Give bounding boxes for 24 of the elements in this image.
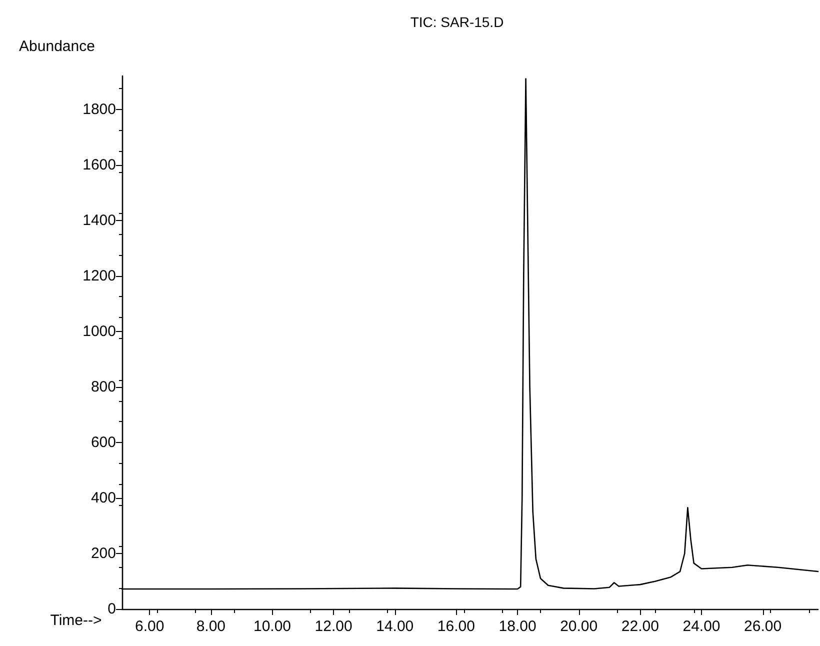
y-tick-label: 800 — [90, 378, 116, 396]
y-tick-label: 1600 — [82, 156, 116, 174]
x-tick-label: 18.00 — [498, 618, 536, 635]
x-axis-title: Time--> — [50, 612, 102, 629]
y-tick-label: 1000 — [82, 322, 116, 340]
x-tick-label: 24.00 — [682, 618, 720, 635]
x-tick-label: 14.00 — [376, 618, 414, 635]
x-tick-label: 12.00 — [314, 618, 352, 635]
chart-title: TIC: SAR-15.D — [410, 14, 504, 30]
y-tick-label: 200 — [90, 544, 116, 562]
y-tick-label: 400 — [90, 489, 116, 506]
y-tick-label: 600 — [90, 434, 116, 451]
x-tick-label: 8.00 — [196, 618, 226, 635]
y-tick-label: 1800 — [82, 100, 116, 118]
x-tick-label: 10.00 — [253, 618, 292, 635]
y-tick-label: 1200 — [82, 267, 116, 284]
x-tick-label: 20.00 — [560, 618, 598, 635]
x-tick-label: 22.00 — [621, 618, 659, 635]
y-tick-label: 1400 — [82, 212, 116, 229]
y-tick-label: 0 — [108, 600, 116, 618]
y-axis-title: Abundance — [19, 38, 95, 55]
x-tick-label: 6.00 — [134, 618, 164, 635]
x-tick-label: 26.00 — [744, 618, 782, 635]
x-tick-label: 16.00 — [437, 618, 475, 635]
